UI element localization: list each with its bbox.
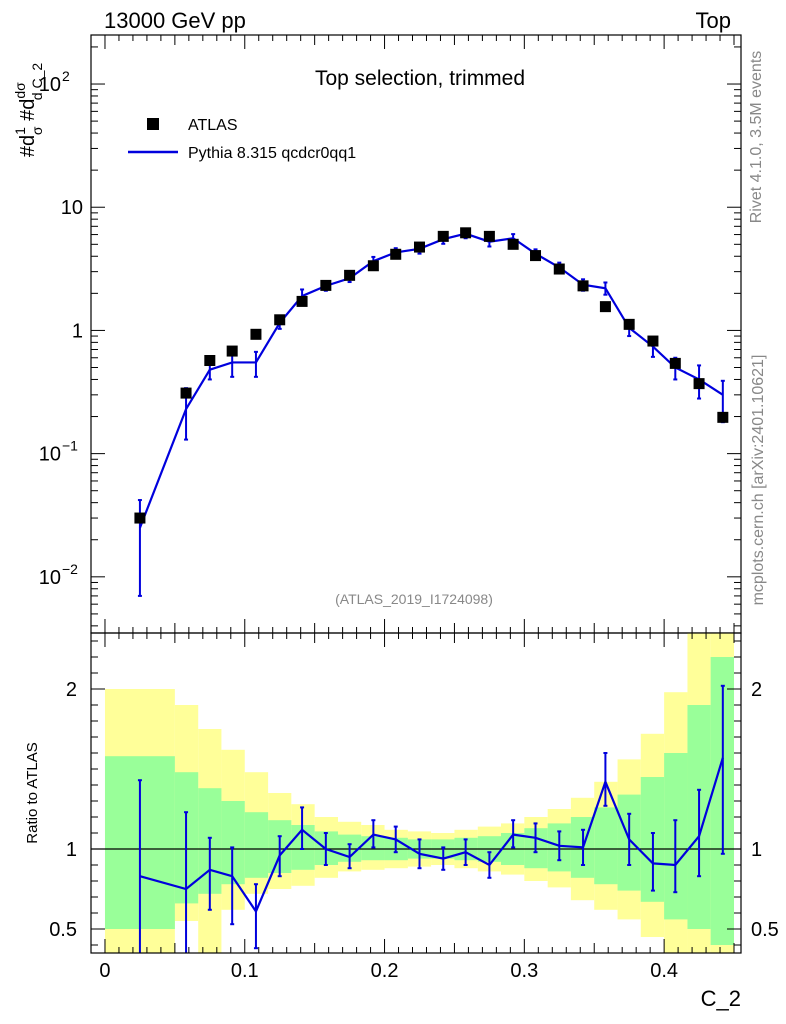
atlas-data-point bbox=[483, 230, 495, 242]
atlas-data-point bbox=[413, 241, 425, 253]
atlas-data-point bbox=[669, 357, 681, 369]
ratio-y-tick-label-right: 0.5 bbox=[751, 919, 779, 941]
main-y-tick-label-exponent: −1 bbox=[62, 438, 78, 454]
atlas-data-point bbox=[693, 378, 705, 390]
ratio-y-axis-label: Ratio to ATLAS bbox=[24, 742, 41, 843]
ratio-band-inner-bin bbox=[594, 807, 618, 885]
legend: ATLAS Pythia 8.315 qcdcr0qq1 bbox=[128, 117, 356, 162]
main-y-axis-label: #d1σ #ddσd C_2 bbox=[12, 63, 45, 158]
pythia-line bbox=[138, 232, 724, 529]
rivet-version-label: Rivet 4.1.0, 3.5M events bbox=[748, 51, 765, 224]
analysis-id: (ATLAS_2019_I1724098) bbox=[335, 591, 493, 607]
atlas-data-point bbox=[577, 280, 589, 292]
atlas-data-point bbox=[599, 301, 611, 313]
main-title: Top selection, trimmed bbox=[315, 67, 525, 90]
atlas-data-point bbox=[180, 387, 192, 399]
main-y-tick-label: 10 bbox=[39, 567, 61, 589]
atlas-data-point bbox=[226, 345, 238, 357]
ratio-y-tick-label-left: 0.5 bbox=[49, 919, 77, 941]
atlas-data-point bbox=[437, 230, 449, 242]
x-tick-label: 0.4 bbox=[650, 960, 678, 982]
ratio-y-tick-label-left: 2 bbox=[66, 679, 77, 701]
legend-atlas-label: ATLAS bbox=[188, 117, 238, 134]
atlas-data-point bbox=[250, 328, 262, 340]
x-tick-label: 0.2 bbox=[371, 960, 399, 982]
mcplots-label: mcplots.cern.ch [arXiv:2401.10621] bbox=[750, 355, 767, 606]
atlas-data-point bbox=[134, 512, 146, 524]
main-y-tick-label: 1 bbox=[72, 320, 83, 342]
ratio-panel-frame bbox=[90, 632, 742, 954]
main-y-tick-label: 10 bbox=[61, 197, 83, 219]
header-process-label: Top bbox=[696, 8, 731, 33]
ratio-y-tick-label-left: 1 bbox=[66, 839, 77, 861]
main-y-tick-label-exponent: −2 bbox=[62, 561, 78, 577]
atlas-data-point bbox=[460, 227, 472, 239]
atlas-data-point bbox=[647, 335, 659, 347]
svg-text:#d1σ #ddσd C_2: #d1σ #ddσd C_2 bbox=[12, 63, 45, 158]
atlas-data-point bbox=[530, 250, 542, 262]
atlas-data-point bbox=[717, 411, 729, 423]
ratio-axis-ticks: 0.5 0.5 1 1 2 2 0 0.1 0.2 0.3 0.4 bbox=[49, 633, 779, 982]
x-tick-label: 0.1 bbox=[231, 960, 259, 982]
atlas-data-point bbox=[274, 314, 286, 326]
x-tick-label: 0.3 bbox=[510, 960, 538, 982]
main-series-layer bbox=[134, 227, 729, 597]
main-y-tick-label-exponent: 2 bbox=[62, 68, 70, 84]
legend-pythia-label: Pythia 8.315 qcdcr0qq1 bbox=[188, 145, 356, 162]
main-y-tick-label: 10 bbox=[39, 74, 61, 96]
atlas-data-point bbox=[390, 248, 402, 260]
atlas-data-point bbox=[344, 269, 356, 281]
ratio-band-inner-bin bbox=[244, 812, 269, 878]
legend-atlas-marker bbox=[147, 118, 159, 130]
atlas-data-point bbox=[507, 238, 519, 250]
ratio-y-tick-label-right: 1 bbox=[751, 839, 762, 861]
ratio-series-layer bbox=[137, 684, 725, 953]
ratio-y-tick-label-right: 2 bbox=[751, 679, 762, 701]
atlas-data-point bbox=[320, 279, 332, 291]
x-tick-label: 0 bbox=[99, 960, 110, 982]
atlas-data-point bbox=[204, 355, 216, 367]
atlas-data-point bbox=[553, 263, 565, 275]
main-y-tick-label: 10 bbox=[39, 444, 61, 466]
atlas-data-point bbox=[367, 260, 379, 272]
atlas-data-point bbox=[296, 295, 308, 307]
ratio-bands bbox=[91, 633, 741, 953]
x-axis-label: C_2 bbox=[701, 986, 741, 1011]
atlas-data-point bbox=[623, 318, 635, 330]
header-beam-label: 13000 GeV pp bbox=[104, 8, 246, 33]
ratio-band-inner-bin bbox=[221, 801, 245, 885]
